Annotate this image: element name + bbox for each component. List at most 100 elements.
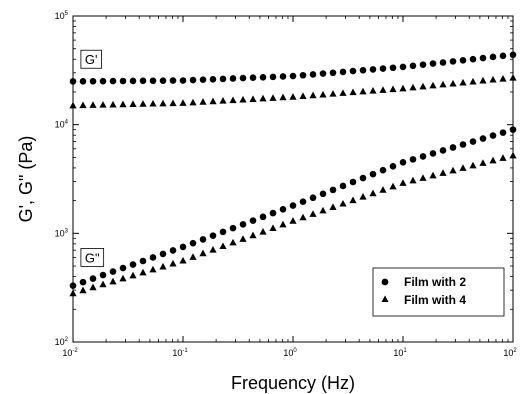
data-point-gdoubleprime-film2 [69, 282, 77, 289]
y-tick-label-base: 10 [55, 11, 65, 21]
data-point-gprime-film2 [119, 77, 127, 85]
data-point-gdoubleprime-film2 [239, 221, 247, 228]
data-point-gdoubleprime-film4 [329, 203, 337, 210]
x-tick-label: 101 [393, 348, 407, 358]
data-point-gprime-film4 [89, 101, 97, 108]
data-point-gdoubleprime-film4 [499, 154, 507, 161]
x-tick-label-base: 10 [62, 348, 72, 358]
y-tick-label: 104 [55, 120, 69, 130]
y-tick-label: 105 [55, 11, 69, 21]
data-point-gdoubleprime-film4 [169, 259, 177, 267]
data-point-gdoubleprime-film4 [89, 283, 97, 291]
annotation-gdoubleprime-text: G" [85, 250, 100, 265]
data-point-gprime-film4 [279, 93, 287, 101]
legend-entry-film4: Film with 4 [404, 293, 466, 307]
data-point-gdoubleprime-film2 [119, 264, 127, 272]
data-point-gdoubleprime-film2 [469, 138, 477, 145]
data-point-gprime-film2 [489, 53, 497, 61]
data-point-gprime-film4 [149, 99, 157, 107]
data-point-gprime-film2 [439, 59, 447, 66]
data-point-gdoubleprime-film4 [429, 171, 437, 179]
data-point-gprime-film4 [359, 87, 367, 95]
x-tick-label-exp: -1 [182, 348, 188, 354]
data-point-gprime-film4 [189, 98, 197, 106]
data-point-gdoubleprime-film2 [449, 144, 457, 151]
data-point-gprime-film2 [479, 54, 487, 62]
data-point-gdoubleprime-film2 [439, 147, 447, 154]
data-point-gdoubleprime-film4 [339, 199, 347, 207]
data-point-gprime-film2 [159, 77, 167, 84]
legend-entry-film2: Film with 2 [404, 275, 466, 289]
data-point-gprime-film2 [369, 66, 377, 73]
legend-marker-triangle [381, 295, 389, 302]
data-point-gprime-film4 [429, 81, 437, 89]
data-point-gdoubleprime-film4 [199, 249, 207, 257]
data-point-gdoubleprime-film4 [479, 159, 487, 166]
data-point-gdoubleprime-film4 [259, 227, 267, 235]
data-point-gdoubleprime-film2 [369, 170, 377, 178]
data-point-gprime-film4 [469, 77, 477, 85]
legend: Film with 2 Film with 4 [372, 267, 505, 317]
data-point-gprime-film4 [419, 82, 427, 90]
data-point-gprime-film2 [139, 77, 147, 85]
data-point-gprime-film4 [439, 80, 447, 88]
data-point-gdoubleprime-film4 [419, 174, 427, 181]
data-point-gdoubleprime-film2 [389, 162, 397, 170]
data-point-gdoubleprime-film4 [129, 271, 137, 279]
data-point-gprime-film4 [309, 91, 317, 99]
data-point-gdoubleprime-film4 [439, 169, 447, 176]
data-point-gdoubleprime-film4 [279, 220, 287, 228]
data-point-gdoubleprime-film2 [399, 159, 407, 166]
data-point-gprime-film2 [469, 55, 477, 63]
x-tick-label-base: 10 [172, 348, 182, 358]
data-marks [69, 51, 517, 297]
y-tick-label-exp: 4 [65, 120, 69, 126]
data-point-gdoubleprime-film4 [369, 189, 377, 197]
data-point-gdoubleprime-film4 [179, 256, 187, 264]
data-point-gprime-film4 [119, 100, 127, 108]
data-point-gprime-film2 [89, 77, 97, 85]
data-point-gdoubleprime-film2 [139, 257, 147, 265]
data-point-gprime-film2 [149, 77, 157, 85]
data-point-gprime-film2 [459, 56, 467, 64]
data-point-gprime-film2 [219, 75, 227, 83]
data-point-gdoubleprime-film4 [139, 268, 147, 276]
data-point-gdoubleprime-film2 [189, 239, 197, 247]
data-point-gdoubleprime-film2 [339, 182, 347, 190]
data-point-gprime-film4 [299, 92, 307, 99]
legend-entry-film4-prefix: Film with [404, 293, 459, 307]
data-point-gprime-film2 [399, 63, 407, 71]
data-point-gdoubleprime-film4 [189, 253, 197, 260]
annotation-gdoubleprime-box [80, 248, 105, 267]
data-point-gdoubleprime-film4 [219, 242, 227, 250]
data-point-gprime-film2 [509, 51, 517, 59]
x-tick-label: 100 [283, 348, 297, 358]
y-tick-label-base: 10 [55, 120, 65, 130]
data-point-gprime-film2 [389, 64, 397, 72]
data-point-gdoubleprime-film4 [319, 206, 327, 214]
data-point-gprime-film2 [129, 77, 137, 85]
data-point-gprime-film4 [329, 90, 337, 97]
data-point-gprime-film2 [499, 52, 507, 60]
data-point-gdoubleprime-film4 [209, 246, 217, 253]
y-tick-label-base: 10 [55, 337, 65, 347]
x-tick-label-exp: 0 [293, 348, 297, 354]
data-point-gprime-film4 [69, 101, 77, 109]
data-point-gdoubleprime-film4 [229, 238, 237, 246]
data-point-gprime-film4 [249, 95, 257, 102]
legend-entry-film2-bold: 2 [459, 275, 466, 289]
y-tick-label: 103 [55, 228, 69, 238]
data-point-gprime-film4 [159, 99, 167, 107]
data-point-gprime-film2 [279, 73, 287, 80]
data-point-gprime-film2 [259, 73, 267, 81]
data-point-gprime-film4 [379, 86, 387, 93]
y-tick-label: 102 [55, 337, 69, 347]
data-point-gdoubleprime-film4 [459, 164, 467, 171]
data-point-gdoubleprime-film2 [289, 202, 297, 209]
data-point-gprime-film4 [109, 100, 117, 108]
data-point-gdoubleprime-film2 [89, 275, 97, 282]
data-point-gdoubleprime-film4 [309, 210, 317, 217]
data-point-gprime-film4 [459, 78, 467, 86]
data-point-gprime-film2 [309, 71, 317, 78]
data-point-gdoubleprime-film2 [179, 243, 187, 251]
